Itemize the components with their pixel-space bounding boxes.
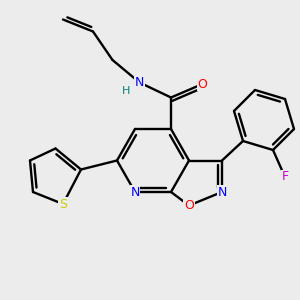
Text: F: F — [281, 170, 289, 184]
Text: N: N — [217, 185, 227, 199]
Text: H: H — [122, 86, 130, 97]
Text: O: O — [198, 77, 207, 91]
Text: O: O — [184, 199, 194, 212]
Text: S: S — [59, 197, 67, 211]
Text: N: N — [130, 185, 140, 199]
Text: N: N — [135, 76, 144, 89]
